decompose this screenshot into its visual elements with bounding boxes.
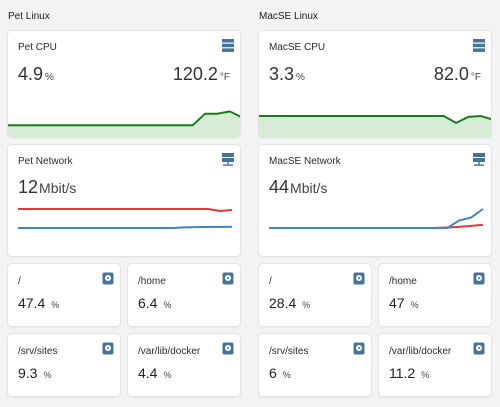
disk-usage-unit: % [43,370,52,380]
pet-cpu-card[interactable]: Pet CPU 4.9% 120.2 °F [7,30,241,138]
cpu-temperature-unit: °F [219,72,230,83]
disk-usage-unit: % [163,300,172,310]
network-unit: Mbit/s [39,180,77,196]
server-icon [473,39,485,52]
card-title: Pet CPU [18,42,57,53]
disk-card-srv-sites[interactable]: /srv/sites 6% [258,333,372,397]
disk-card-root[interactable]: / 28.4% [258,263,372,327]
cpu-usage-unit: % [296,72,305,83]
disk-card-home[interactable]: /home 47% [378,263,492,327]
disk-path: /home [389,276,417,287]
cpu-temperature: 82.0 °F [434,64,481,85]
cpu-usage-value: 4.9 [18,64,44,84]
server-icon [222,39,234,52]
disk-usage: 47% [389,295,419,311]
cpu-usage-value: 3.3 [269,64,295,84]
network-line-blue [269,208,484,229]
disk-usage-value: 11.2 [389,365,416,381]
harddisk-icon [353,342,365,355]
disk-usage-value: 47.4 [18,295,46,311]
disk-usage-value: 9.3 [18,365,38,381]
cpu-chart-area [8,111,240,137]
section-title: Pet Linux [8,11,50,22]
cpu-temperature-value: 82.0 [433,64,469,84]
disk-usage-unit: % [282,370,291,380]
harddisk-icon [102,272,114,285]
network-line-red [18,208,233,213]
cpu-chart [8,110,240,137]
disk-usage: 6.4% [138,295,171,311]
disk-usage-value: 6 [269,365,277,381]
disk-card-home[interactable]: /home 6.4% [127,263,241,327]
disk-usage-value: 4.4 [138,365,158,381]
cpu-temperature-value: 120.2 [172,64,218,84]
disk-usage: 6% [269,365,291,381]
disk-path: / [18,276,21,287]
harddisk-icon [353,272,365,285]
cpu-usage: 3.3% [269,64,305,85]
disk-card-srv-sites[interactable]: /srv/sites 9.3% [7,333,121,397]
macse-cpu-card[interactable]: MacSE CPU 3.3% 82.0 °F [258,30,492,138]
card-title: Pet Network [18,156,73,167]
disk-usage-unit: % [421,370,430,380]
disk-path: /var/lib/docker [138,346,201,357]
network-server-icon [473,153,485,166]
harddisk-icon [222,342,234,355]
disk-usage: 47.4% [18,295,59,311]
section-title: MacSE Linux [259,11,318,22]
network-value: 12 [18,177,39,197]
disk-path: /srv/sites [18,346,58,357]
disk-usage: 11.2% [389,365,429,381]
section-pet-linux: Pet Linux Pet CPU 4.9% 120.2 °F Pet Netwo… [7,0,241,397]
disk-usage-unit: % [410,300,419,310]
network-unit: Mbit/s [290,180,328,196]
disk-path: /var/lib/docker [389,346,452,357]
disk-usage-unit: % [51,300,60,310]
disk-path: / [269,276,272,287]
card-title: MacSE Network [269,156,341,167]
disk-usage-value: 28.4 [269,295,297,311]
pet-network-card[interactable]: Pet Network 12Mbit/s [7,144,241,257]
section-macse-linux: MacSE Linux MacSE CPU 3.3% 82.0 °F MacSE … [258,0,492,397]
disk-path: /home [138,276,166,287]
disk-usage-unit: % [163,370,172,380]
network-chart [269,208,484,229]
cpu-temperature: 120.2 °F [173,64,230,85]
cpu-temperature-unit: °F [470,72,481,83]
disk-usage: 4.4% [138,365,171,381]
harddisk-icon [102,342,114,355]
disk-usage: 28.4% [269,295,310,311]
harddisk-icon [222,272,234,285]
disk-card-var-lib-docker[interactable]: /var/lib/docker 11.2% [378,333,492,397]
network-line-blue [18,225,233,229]
cpu-chart-line [259,114,491,125]
cpu-usage: 4.9% [18,64,54,85]
harddisk-icon [473,342,485,355]
network-chart [18,208,233,229]
network-throughput: 12Mbit/s [18,177,76,198]
card-title: MacSE CPU [269,42,326,53]
disk-usage-value: 47 [389,295,405,311]
disk-usage-value: 6.4 [138,295,158,311]
cpu-chart-line [8,110,240,127]
cpu-chart [259,114,491,137]
disk-card-root[interactable]: / 47.4% [7,263,121,327]
cpu-usage-unit: % [45,72,54,83]
cpu-chart-area [259,116,491,137]
network-server-icon [222,153,234,166]
network-throughput: 44Mbit/s [269,177,327,198]
macse-network-card[interactable]: MacSE Network 44Mbit/s [258,144,492,257]
disk-usage: 9.3% [18,365,51,381]
network-value: 44 [269,177,290,197]
disk-card-var-lib-docker[interactable]: /var/lib/docker 4.4% [127,333,241,397]
disk-path: /srv/sites [269,346,309,357]
disk-usage-unit: % [302,300,311,310]
harddisk-icon [473,272,485,285]
